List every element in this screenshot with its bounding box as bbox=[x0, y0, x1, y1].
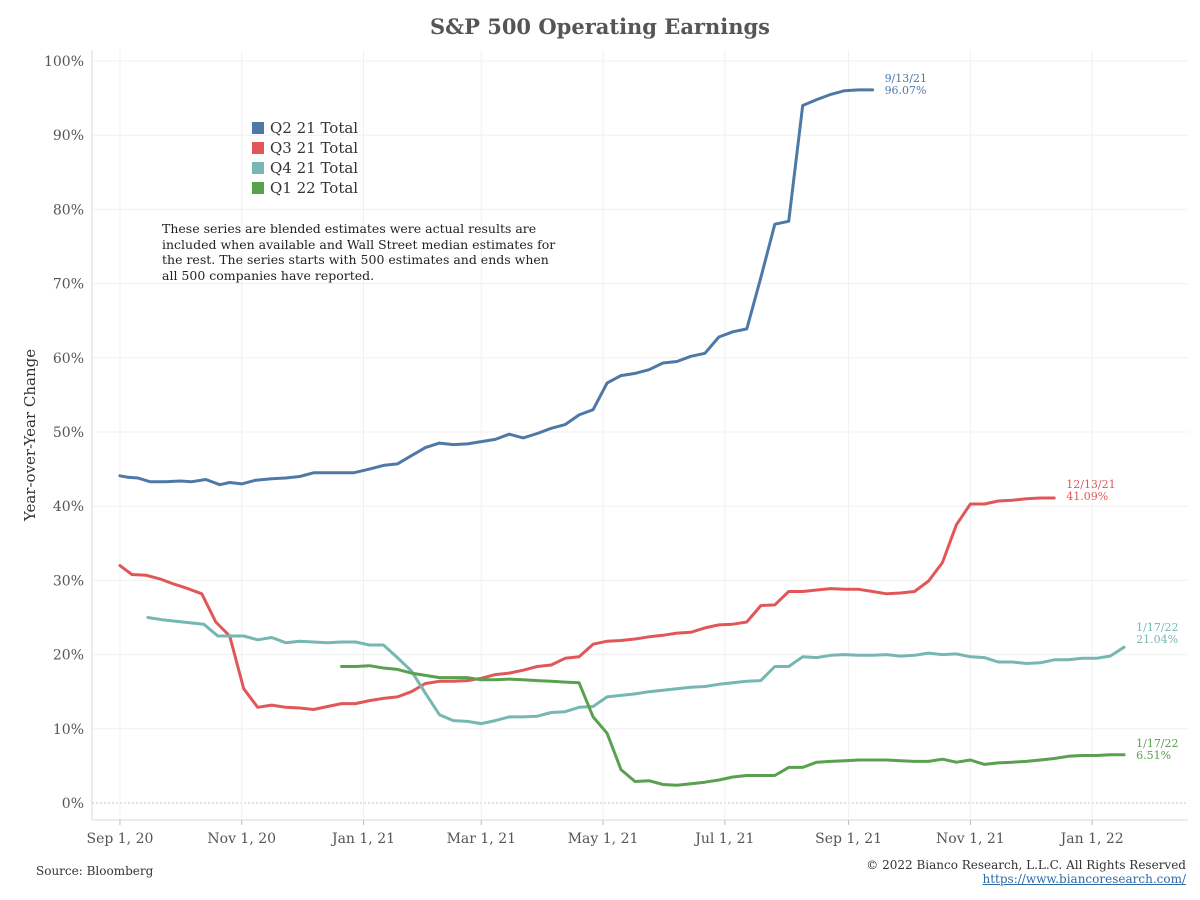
y-tick-label: 100% bbox=[44, 54, 84, 70]
legend-label: Q4 21 Total bbox=[270, 159, 359, 177]
x-tick-label: Jan 1, 22 bbox=[1059, 831, 1124, 847]
source-note: Source: Bloomberg bbox=[36, 864, 154, 878]
y-axis-title: Year-over-Year Change bbox=[21, 349, 39, 522]
end-label-value: 41.09% bbox=[1066, 490, 1108, 503]
x-tick-label: Nov 1, 21 bbox=[936, 831, 1005, 847]
series-line-2 bbox=[118, 496, 1056, 711]
legend-item: Q2 21 Total bbox=[252, 118, 358, 138]
x-tick-label: Nov 1, 20 bbox=[207, 831, 276, 847]
series-line-3 bbox=[146, 616, 1126, 726]
y-tick-label: 50% bbox=[53, 425, 84, 441]
y-tick-label: 60% bbox=[53, 351, 84, 367]
legend-label: Q1 22 Total bbox=[270, 179, 359, 197]
end-label-date: 12/13/21 bbox=[1066, 478, 1115, 491]
legend-item: Q3 21 Total bbox=[252, 138, 358, 158]
y-tick-label: 40% bbox=[53, 499, 84, 515]
y-tick-label: 80% bbox=[53, 202, 84, 218]
x-tick-label: May 1, 21 bbox=[568, 831, 639, 847]
chart-annotation: These series are blended estimates were … bbox=[162, 221, 556, 283]
legend-item: Q1 22 Total bbox=[252, 178, 358, 198]
website-link[interactable]: https://www.biancoresearch.com/ bbox=[982, 872, 1186, 886]
series-line-1 bbox=[118, 88, 875, 487]
x-tick-label: Sep 1, 21 bbox=[815, 831, 882, 847]
end-label-date: 1/17/22 bbox=[1136, 621, 1178, 634]
y-tick-label: 70% bbox=[53, 277, 84, 293]
end-label-value: 21.04% bbox=[1136, 633, 1178, 646]
y-tick-label: 20% bbox=[53, 648, 84, 664]
x-tick-label: Jan 1, 21 bbox=[330, 831, 395, 847]
legend-swatch bbox=[252, 142, 264, 154]
legend-label: Q3 21 Total bbox=[270, 139, 359, 157]
x-tick-label: Mar 1, 21 bbox=[447, 831, 516, 847]
y-tick-label: 30% bbox=[53, 573, 84, 589]
legend-label: Q2 21 Total bbox=[270, 119, 359, 137]
legend: Q2 21 Total Q3 21 Total Q4 21 Total Q1 22 T… bbox=[252, 118, 358, 198]
series-line-4 bbox=[340, 664, 1126, 787]
end-label-date: 9/13/21 bbox=[885, 72, 927, 85]
legend-swatch bbox=[252, 122, 264, 134]
y-tick-label: 10% bbox=[53, 722, 84, 738]
end-label-value: 6.51% bbox=[1136, 749, 1171, 762]
legend-item: Q4 21 Total bbox=[252, 158, 358, 178]
x-tick-label: Jul 1, 21 bbox=[693, 831, 754, 847]
end-label-date: 1/17/22 bbox=[1136, 737, 1178, 750]
chart-title: S&P 500 Operating Earnings bbox=[429, 14, 771, 39]
y-tick-label: 90% bbox=[53, 128, 84, 144]
legend-swatch bbox=[252, 182, 264, 194]
copyright-notice: © 2022 Bianco Research, L.L.C. All Right… bbox=[866, 858, 1186, 872]
end-label-value: 96.07% bbox=[885, 84, 927, 97]
x-tick-label: Sep 1, 20 bbox=[86, 831, 153, 847]
y-tick-label: 0% bbox=[62, 796, 84, 812]
legend-swatch bbox=[252, 162, 264, 174]
